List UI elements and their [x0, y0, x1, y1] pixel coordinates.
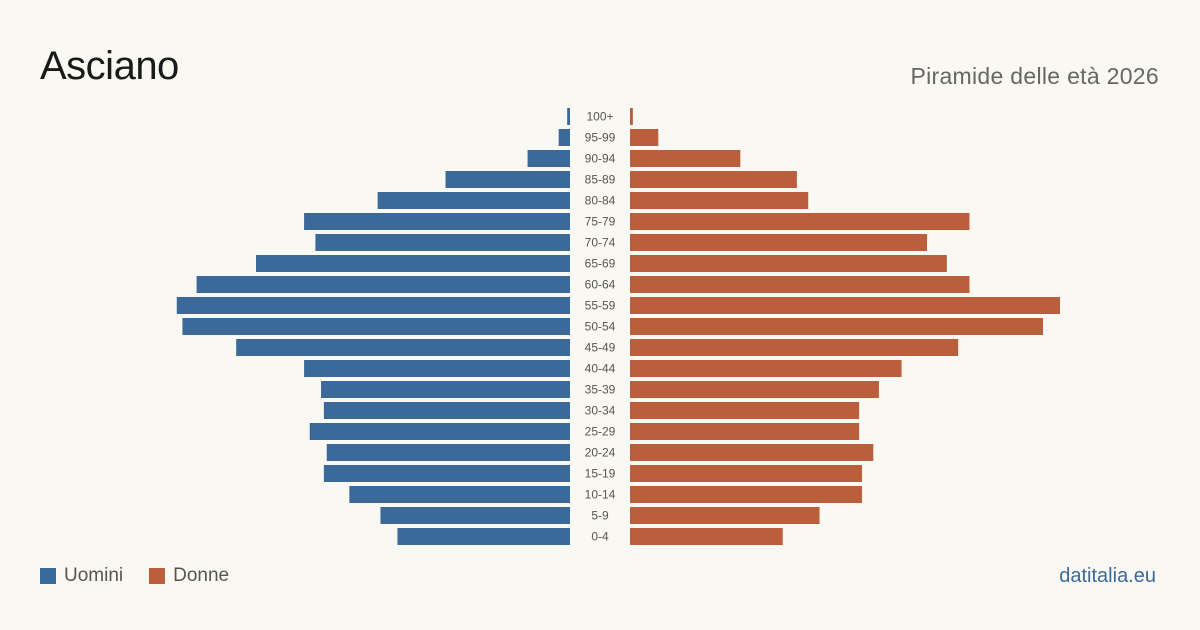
- bar-men-10-14: [349, 486, 570, 503]
- legend-label-women: Donne: [173, 565, 230, 586]
- bar-men-80-84: [377, 192, 570, 209]
- age-label-5-9: 5-9: [591, 509, 609, 523]
- bar-women-40-44: [630, 360, 902, 377]
- age-label-95-99: 95-99: [585, 131, 616, 145]
- bar-women-65-69: [630, 255, 947, 272]
- bar-men-70-74: [315, 234, 570, 251]
- legend-swatch-men: [40, 568, 56, 584]
- age-label-45-49: 45-49: [585, 341, 616, 355]
- bar-men-65-69: [255, 255, 570, 272]
- bar-women-25-29: [630, 423, 860, 440]
- legend-swatch-women: [149, 568, 166, 584]
- bar-women-90-94: [630, 150, 741, 167]
- bar-women-55-59: [630, 297, 1060, 314]
- bar-women-45-49: [630, 339, 959, 356]
- legend: Uomini Donne: [40, 565, 255, 587]
- bar-women-100+: [630, 108, 633, 125]
- bar-women-95-99: [630, 129, 659, 146]
- age-label-0-4: 0-4: [591, 530, 609, 544]
- bar-men-60-64: [196, 276, 570, 293]
- bar-women-70-74: [630, 234, 928, 251]
- bar-men-35-39: [321, 381, 570, 398]
- bar-women-30-34: [630, 402, 860, 419]
- bar-men-40-44: [304, 360, 570, 377]
- age-label-100+: 100+: [586, 110, 613, 124]
- bar-men-30-34: [323, 402, 570, 419]
- age-label-75-79: 75-79: [585, 215, 616, 229]
- bar-men-15-19: [323, 465, 570, 482]
- bar-women-20-24: [630, 444, 874, 461]
- brand-link[interactable]: datitalia.eu: [1059, 565, 1156, 587]
- bar-women-15-19: [630, 465, 862, 482]
- bar-men-0-4: [397, 528, 570, 545]
- bar-men-75-79: [304, 213, 570, 230]
- age-label-15-19: 15-19: [585, 467, 616, 481]
- age-label-20-24: 20-24: [585, 446, 616, 460]
- legend-item-men: Uomini: [40, 565, 123, 587]
- bar-women-75-79: [630, 213, 970, 230]
- bar-men-85-89: [445, 171, 570, 188]
- bar-women-50-54: [630, 318, 1044, 335]
- age-label-60-64: 60-64: [585, 278, 616, 292]
- legend-item-women: Donne: [149, 565, 229, 587]
- bar-men-5-9: [380, 507, 570, 524]
- age-label-70-74: 70-74: [585, 236, 616, 250]
- page-title: Asciano: [40, 44, 179, 88]
- age-label-55-59: 55-59: [585, 299, 616, 313]
- age-label-80-84: 80-84: [585, 194, 616, 208]
- bar-men-95-99: [558, 129, 570, 146]
- age-label-40-44: 40-44: [585, 362, 616, 376]
- bar-women-60-64: [630, 276, 970, 293]
- age-label-30-34: 30-34: [585, 404, 616, 418]
- bar-men-100+: [567, 108, 570, 125]
- age-label-65-69: 65-69: [585, 257, 616, 271]
- bar-men-50-54: [182, 318, 570, 335]
- bar-men-20-24: [326, 444, 570, 461]
- bar-women-35-39: [630, 381, 879, 398]
- bar-women-85-89: [630, 171, 797, 188]
- bar-women-5-9: [630, 507, 820, 524]
- age-label-50-54: 50-54: [585, 320, 616, 334]
- bar-women-10-14: [630, 486, 862, 503]
- age-label-90-94: 90-94: [585, 152, 616, 166]
- age-label-10-14: 10-14: [585, 488, 616, 502]
- legend-label-men: Uomini: [64, 565, 124, 586]
- bar-men-90-94: [527, 150, 570, 167]
- age-label-85-89: 85-89: [585, 173, 616, 187]
- bar-men-25-29: [309, 423, 570, 440]
- age-label-35-39: 35-39: [585, 383, 616, 397]
- bar-men-45-49: [236, 339, 570, 356]
- bar-men-55-59: [176, 297, 571, 314]
- chart-subtitle: Piramide delle età 2026: [910, 63, 1159, 89]
- age-label-25-29: 25-29: [585, 425, 616, 439]
- bar-women-0-4: [630, 528, 783, 545]
- bar-women-80-84: [630, 192, 809, 209]
